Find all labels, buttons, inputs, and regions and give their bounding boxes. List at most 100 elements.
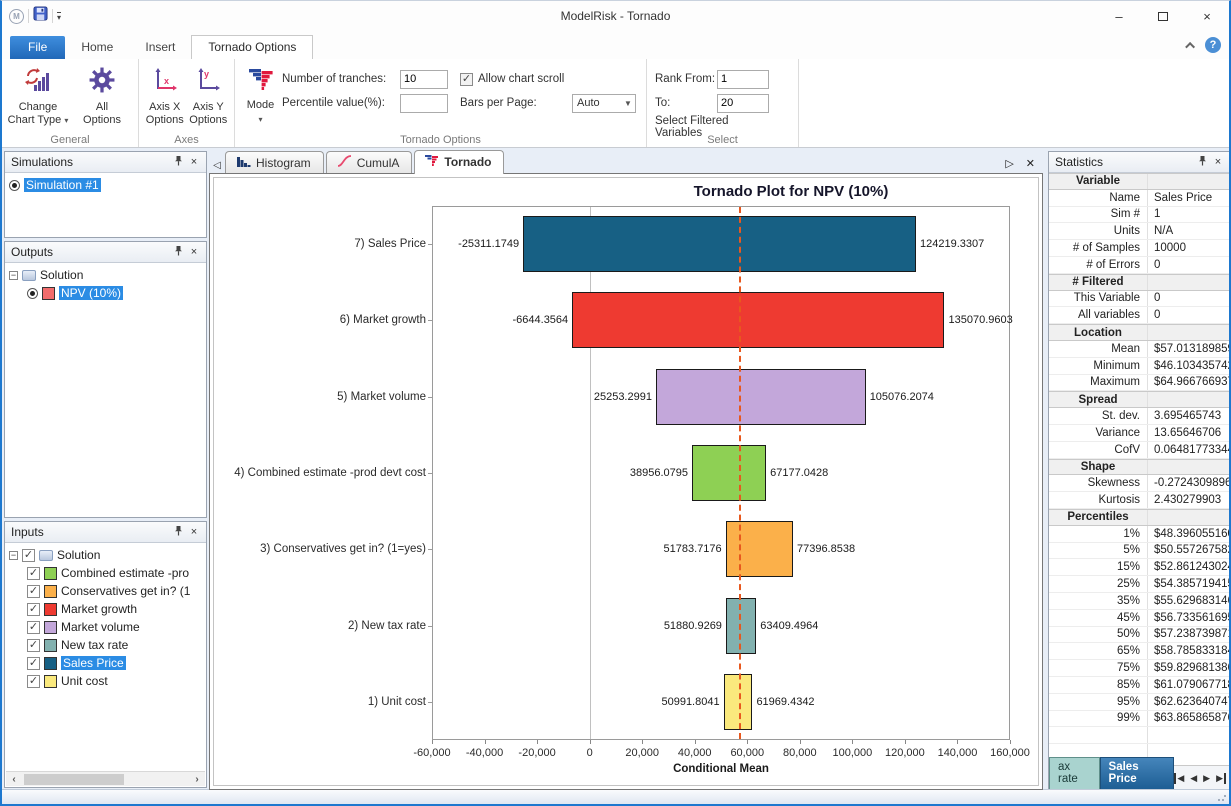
tornado-bar[interactable] [726,521,793,577]
change-chart-type-button[interactable]: ChangeChart Type ▾ [6,63,70,131]
first-variable-icon[interactable]: ◀ [1174,773,1184,784]
checkbox-checked-icon[interactable]: ✓ [27,621,40,634]
close-icon[interactable]: × [186,526,202,538]
variable-tab-strip: ax rateSales Price◀◀▶▶ [1049,765,1230,789]
pin-icon[interactable] [170,245,186,259]
stats-value: 10000 [1147,240,1230,256]
dropdown-arrow-icon: ▾ [258,115,262,124]
close-icon[interactable]: × [186,246,202,258]
chart-tab-strip: ◁ HistogramCumulA Tornado ▷ ✕ [209,151,1043,174]
x-axis-tick-label: 20,000 [625,747,659,759]
scroll-tabs-left-icon[interactable]: ◁ [209,160,225,174]
tornado-bar[interactable] [656,369,866,425]
minimize-button[interactable]: – [1097,1,1141,31]
tree-item-simulation[interactable]: Simulation #1 [9,176,206,194]
chart-tab-histogram[interactable]: Histogram [225,151,324,174]
checkbox-checked-icon[interactable]: ✓ [27,657,40,670]
stats-label: 99% [1049,712,1147,724]
close-button[interactable]: × [1185,1,1229,31]
variable-tab-sales-price[interactable]: Sales Price [1100,757,1175,789]
bar-low-value-label: 25253.2991 [594,391,652,403]
bar-low-value-label: 51880.9269 [664,620,722,632]
inputs-horizontal-scrollbar[interactable]: ‹ › [6,771,205,786]
checkbox-checked-icon[interactable]: ✓ [27,567,40,580]
pin-icon[interactable] [1194,155,1210,169]
next-variable-icon[interactable]: ▶ [1203,773,1210,784]
tornado-bar[interactable] [523,216,916,272]
ribbon-tab-tornado-options[interactable]: Tornado Options [191,35,313,59]
previous-variable-icon[interactable]: ◀ [1190,773,1197,784]
y-axis-category-label: 3) Conservatives get in? (1=yes) [214,543,426,555]
percentile-input[interactable] [400,94,448,113]
stats-label: Location [1049,327,1147,339]
checkbox-checked-icon[interactable]: ✓ [27,639,40,652]
scroll-tabs-right-icon[interactable]: ▷ [1005,157,1013,170]
scrollbar-thumb[interactable] [24,774,124,785]
chart-tab-tornado[interactable]: Tornado [414,150,504,174]
pin-icon[interactable] [170,155,186,169]
close-icon[interactable]: × [186,156,202,168]
chart-tab-cumula[interactable]: CumulA [326,151,413,174]
axis-x-options-button[interactable]: x Axis XOptions [143,63,187,131]
solution-icon [22,270,36,281]
stats-row: Kurtosis2.430279903 [1049,492,1230,509]
x-axis-tick-label: -20,000 [518,747,555,759]
pin-icon[interactable] [170,525,186,539]
ribbon-tab-insert[interactable]: Insert [129,36,191,59]
dropdown-arrow-icon: ▾ [64,116,68,125]
mode-button[interactable]: Mode ▾ [239,63,282,131]
tree-item-input[interactable]: ✓Unit cost [9,672,206,690]
checkbox-checked-icon[interactable]: ✓ [27,585,40,598]
tornado-bar[interactable] [724,674,753,730]
tree-item-input[interactable]: ✓Conservatives get in? (1 [9,582,206,600]
resize-grip[interactable] [1217,792,1227,802]
histogram-icon [236,155,251,170]
tree-item-solution[interactable]: −✓Solution [9,546,206,564]
tree-item-input[interactable]: ✓Sales Price [9,654,206,672]
scroll-left-icon[interactable]: ‹ [6,774,22,785]
tornado-bar[interactable] [572,292,944,348]
tranches-input[interactable] [400,70,448,89]
close-icon[interactable]: × [1210,156,1226,168]
tree-item-input[interactable]: ✓Market growth [9,600,206,618]
radio-selected-icon[interactable] [27,288,38,299]
variable-tab-ax-rate[interactable]: ax rate [1049,757,1100,789]
tornado-bar[interactable] [692,445,766,501]
tree-item-input[interactable]: ✓New tax rate [9,636,206,654]
stats-value: 1 [1147,207,1230,223]
tree-item-input[interactable]: ✓Combined estimate -pro [9,564,206,582]
stats-row: Skewness-0.2724309896 [1049,475,1230,492]
rank-to-input[interactable] [717,94,769,113]
close-chart-tab-icon[interactable]: ✕ [1026,157,1035,170]
allow-chart-scroll-option[interactable]: ✓ Allow chart scroll [460,73,572,86]
customize-quick-access-icon[interactable]: ▾ [57,12,61,21]
radio-selected-icon[interactable] [9,180,20,191]
axis-x-label2: Options [146,114,184,126]
rank-from-input[interactable] [717,70,769,89]
scroll-right-icon[interactable]: › [189,774,205,785]
bars-per-page-select[interactable]: Auto ▼ [572,94,636,113]
stats-row: 65%$58.785833184010 [1049,643,1230,660]
checkbox-checked-icon[interactable]: ✓ [22,549,35,562]
help-icon[interactable]: ? [1205,37,1221,53]
collapse-box-icon[interactable]: − [9,551,18,560]
maximize-button[interactable] [1141,1,1185,31]
stats-label: Maximum [1049,376,1147,388]
axis-y-options-button[interactable]: y Axis YOptions [187,63,231,131]
all-options-button[interactable]: AllOptions [70,63,134,131]
svg-text:y: y [204,69,209,79]
stats-value: $57.01318985967 [1147,341,1230,357]
tree-item-solution[interactable]: −Solution [9,266,206,284]
last-variable-icon[interactable]: ▶ [1216,773,1226,784]
stats-label: Name [1049,192,1147,204]
save-icon[interactable] [33,6,48,26]
tree-item-input[interactable]: ✓Market volume [9,618,206,636]
checkbox-checked-icon[interactable]: ✓ [27,675,40,688]
chart-tab-label: Tornado [444,155,491,169]
ribbon-tab-file[interactable]: File [10,36,65,59]
collapse-box-icon[interactable]: − [9,271,18,280]
checkbox-checked-icon[interactable]: ✓ [460,73,473,86]
ribbon-tab-home[interactable]: Home [65,36,129,59]
checkbox-checked-icon[interactable]: ✓ [27,603,40,616]
tree-item-output[interactable]: NPV (10%) [9,284,206,302]
